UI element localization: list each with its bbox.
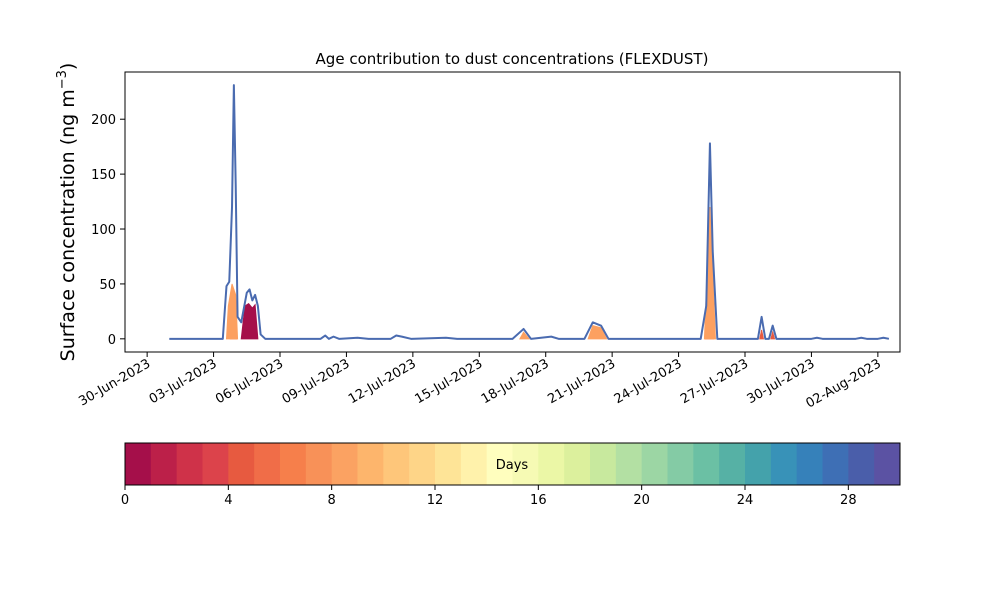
age-layer-8-9-area-3 xyxy=(519,331,531,340)
x-tick-label: 30-Jun-2023 xyxy=(76,356,153,409)
colorbar-tick-label: 8 xyxy=(328,493,336,508)
colorbar-frame xyxy=(124,442,901,486)
colorbar-segment xyxy=(486,443,513,485)
colorbar-tick-label: 24 xyxy=(737,493,754,508)
colorbar-segment xyxy=(435,443,462,485)
plot-frame xyxy=(124,71,901,353)
colorbar-segment xyxy=(667,443,694,485)
colorbar-segment xyxy=(796,443,823,485)
x-tick-label: 24-Jul-2023 xyxy=(612,356,685,407)
x-tick-label: 06-Jul-2023 xyxy=(213,356,286,407)
colorbar-segment xyxy=(150,443,178,485)
colorbar-segment xyxy=(874,443,901,485)
age-layer-8-9-area-0 xyxy=(225,283,239,340)
colorbar-segment xyxy=(409,443,436,485)
colorbar-label: Days xyxy=(496,458,529,473)
colorbar-segment xyxy=(125,443,152,485)
age-layer-8-9-area-2 xyxy=(587,325,608,340)
y-tick-label: 150 xyxy=(91,168,116,183)
colorbar-segment xyxy=(693,443,720,485)
colorbar-segment xyxy=(641,443,668,485)
colorbar-segment xyxy=(538,443,565,485)
age-layer-areas xyxy=(225,207,776,340)
colorbar-segment xyxy=(512,443,539,485)
x-tick-label: 02-Aug-2023 xyxy=(804,356,884,411)
colorbar-ticks: 0 4 8 12 16 20 24 28 xyxy=(121,485,857,508)
colorbar-segment xyxy=(848,443,875,485)
colorbar-segment xyxy=(331,443,358,485)
age-layer-4-5-area-3 xyxy=(770,330,776,340)
x-tick-label: 18-Jul-2023 xyxy=(479,356,552,407)
x-tick-label: 15-Jul-2023 xyxy=(412,356,485,407)
colorbar-segment xyxy=(590,443,617,485)
colorbar-tick-label: 16 xyxy=(530,493,547,508)
colorbar-segment xyxy=(564,443,591,485)
colorbar-segment xyxy=(745,443,772,485)
y-tick-label: 100 xyxy=(91,223,116,238)
colorbar-segment xyxy=(202,443,229,485)
colorbar-segment xyxy=(460,443,488,485)
y-axis-ticks: 0 50 100 150 200 xyxy=(91,113,125,348)
colorbar-tick-label: 28 xyxy=(840,493,857,508)
colorbar-segment xyxy=(357,443,384,485)
colorbar-segment xyxy=(176,443,203,485)
colorbar-tick-label: 4 xyxy=(224,493,232,508)
colorbar-segment xyxy=(280,443,307,485)
colorbar-segment xyxy=(305,443,333,485)
total-series-layer xyxy=(169,84,890,340)
x-tick-label: 09-Jul-2023 xyxy=(280,356,353,407)
x-tick-label: 12-Jul-2023 xyxy=(346,356,419,407)
chart-title: Age contribution to dust concentrations … xyxy=(316,50,709,68)
colorbar-segment xyxy=(615,443,643,485)
colorbar-segment xyxy=(228,443,255,485)
colorbar-segment xyxy=(719,443,746,485)
x-axis-ticks: 30-Jun-202303-Jul-202306-Jul-202309-Jul-… xyxy=(76,352,884,412)
x-tick-label: 03-Jul-2023 xyxy=(147,356,220,407)
colorbar-tick-label: 0 xyxy=(121,493,129,508)
colorbar-tick-label: 20 xyxy=(633,493,650,508)
x-tick-label: 21-Jul-2023 xyxy=(545,356,618,407)
y-axis-label: Surface concentration (ng m−3) xyxy=(55,63,79,362)
colorbar-segment xyxy=(770,443,798,485)
colorbar xyxy=(125,443,901,485)
y-tick-label: 0 xyxy=(108,333,116,348)
colorbar-segment xyxy=(822,443,849,485)
x-tick-label: 27-Jul-2023 xyxy=(678,356,751,407)
y-tick-label: 200 xyxy=(91,113,116,128)
y-tick-label: 50 xyxy=(99,278,116,293)
age-layer-4-5-area-2 xyxy=(759,329,765,340)
colorbar-segment xyxy=(383,443,410,485)
colorbar-tick-label: 12 xyxy=(427,493,444,508)
total-concentration-line xyxy=(169,84,890,340)
colorbar-segment xyxy=(254,443,281,485)
